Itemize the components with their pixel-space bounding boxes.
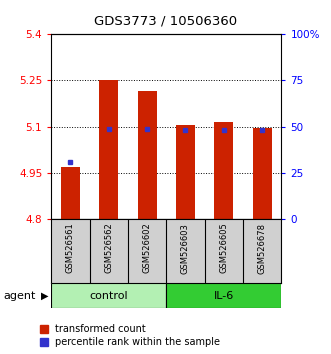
Text: GSM526562: GSM526562 — [104, 223, 113, 273]
Text: GSM526603: GSM526603 — [181, 223, 190, 274]
Text: GSM526605: GSM526605 — [219, 223, 228, 273]
Text: agent: agent — [3, 291, 36, 301]
Bar — [214, 122, 233, 219]
Text: GSM526678: GSM526678 — [258, 223, 267, 274]
Bar — [166, 283, 281, 308]
Text: GSM526561: GSM526561 — [66, 223, 75, 273]
Text: GDS3773 / 10506360: GDS3773 / 10506360 — [94, 14, 237, 27]
Bar — [253, 128, 272, 219]
Bar — [176, 125, 195, 219]
Text: IL-6: IL-6 — [214, 291, 234, 301]
Text: control: control — [89, 291, 128, 301]
Legend: transformed count, percentile rank within the sample: transformed count, percentile rank withi… — [38, 322, 222, 349]
Bar — [99, 80, 118, 219]
Bar — [61, 167, 80, 219]
Bar — [51, 283, 166, 308]
Bar — [138, 91, 157, 219]
Text: ▶: ▶ — [40, 291, 48, 301]
Text: GSM526602: GSM526602 — [143, 223, 152, 273]
